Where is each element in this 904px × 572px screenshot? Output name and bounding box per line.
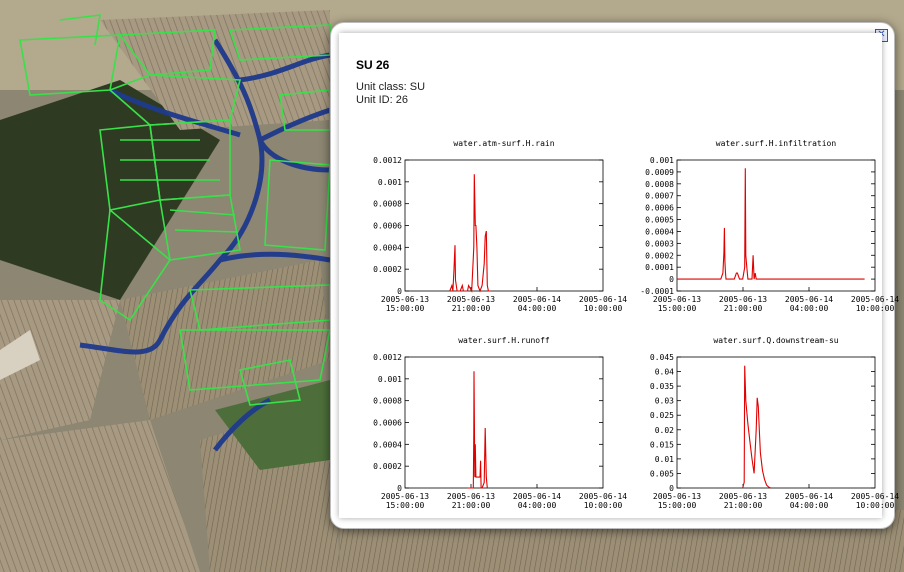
x-tick-label-time: 21:00:00 — [724, 501, 763, 510]
y-tick-label: 0.0002 — [373, 265, 402, 274]
x-tick-label-date: 2005-06-14 — [851, 492, 899, 501]
y-tick-label: -0.0001 — [640, 287, 674, 296]
y-tick-label: 0.0012 — [373, 353, 402, 362]
x-tick-label-time: 10:00:00 — [584, 501, 623, 510]
chart-title: water.surf.Q.downstream-su — [713, 336, 838, 345]
y-tick-label: 0.04 — [655, 368, 674, 377]
x-tick-label-time: 04:00:00 — [518, 304, 557, 313]
popup-content: SU 26 Unit class: SU Unit ID: 26 water.a… — [339, 33, 899, 518]
y-tick-label: 0.0004 — [645, 227, 674, 236]
y-tick-label: 0 — [669, 484, 674, 493]
y-tick-label: 0.0004 — [373, 440, 402, 449]
y-tick-label: 0.0006 — [373, 222, 402, 231]
x-tick-label-date: 2005-06-13 — [653, 492, 701, 501]
y-tick-label: 0.03 — [655, 397, 674, 406]
unit-class-text: Unit class: SU — [356, 81, 426, 93]
x-tick-label-time: 15:00:00 — [386, 304, 425, 313]
x-tick-label-time: 15:00:00 — [658, 304, 697, 313]
x-tick-label-date: 2005-06-13 — [719, 295, 767, 304]
plot-frame — [404, 159, 604, 292]
y-tick-label: 0.0008 — [645, 180, 674, 189]
y-tick-label: 0.0012 — [373, 156, 402, 165]
chart-rain: water.atm-surf.H.rain 0 0.0002 0.0004 0.0006… — [345, 138, 627, 313]
y-tick-label: 0.0001 — [645, 263, 674, 272]
x-tick-label-date: 2005-06-14 — [851, 295, 899, 304]
y-tick-label: 0.0009 — [645, 168, 674, 177]
x-tick-label-time: 04:00:00 — [518, 501, 557, 510]
x-tick-label-date: 2005-06-13 — [719, 492, 767, 501]
y-tick-label: 0.0003 — [645, 239, 674, 248]
series-line — [449, 174, 491, 293]
x-tick-label-date: 2005-06-13 — [447, 295, 495, 304]
y-tick-label: 0 — [397, 287, 402, 296]
chart-downstream: water.surf.Q.downstream-su 0 0.005 0.01 0.01… — [617, 335, 899, 510]
x-tick-label-time: 10:00:00 — [856, 501, 895, 510]
y-tick-label: 0.01 — [655, 455, 674, 464]
x-tick-label-time: 04:00:00 — [790, 304, 829, 313]
chart-title: water.surf.H.infiltration — [716, 139, 837, 148]
y-tick-label: 0.0007 — [645, 192, 674, 201]
y-tick-label: 0.0008 — [373, 397, 402, 406]
x-tick-label-time: 10:00:00 — [584, 304, 623, 313]
y-tick-label: 0.001 — [650, 156, 674, 165]
popup-title: SU 26 — [356, 58, 390, 72]
x-tick-label-date: 2005-06-13 — [447, 492, 495, 501]
chart-title: water.atm-surf.H.rain — [453, 139, 554, 148]
chart-title: water.surf.H.runoff — [458, 336, 550, 345]
x-tick-label-date: 2005-06-14 — [579, 492, 627, 501]
y-tick-label: 0.0006 — [373, 419, 402, 428]
x-tick-label-time: 21:00:00 — [452, 501, 491, 510]
y-tick-label: 0.001 — [378, 375, 402, 384]
plot-frame — [676, 159, 876, 292]
y-tick-label: 0.0005 — [645, 216, 674, 225]
y-tick-label: 0.001 — [378, 178, 402, 187]
x-tick-label-date: 2005-06-13 — [653, 295, 701, 304]
x-tick-label-time: 21:00:00 — [724, 304, 763, 313]
y-tick-label: 0.0006 — [645, 204, 674, 213]
info-popup: ✕ SU 26 Unit class: SU Unit ID: 26 water… — [330, 22, 899, 529]
unit-id-text: Unit ID: 26 — [356, 94, 408, 106]
series-line — [467, 371, 488, 489]
x-tick-label-date: 2005-06-14 — [579, 295, 627, 304]
x-tick-label-time: 15:00:00 — [658, 501, 697, 510]
plot-frame — [676, 356, 876, 489]
y-tick-label: 0.005 — [650, 469, 674, 478]
y-tick-label: 0.015 — [650, 440, 674, 449]
x-tick-label-date: 2005-06-14 — [513, 295, 561, 304]
y-tick-label: 0.0002 — [373, 462, 402, 471]
y-tick-label: 0.035 — [650, 382, 674, 391]
y-tick-label: 0.02 — [655, 426, 674, 435]
x-tick-label-date: 2005-06-13 — [381, 492, 429, 501]
y-tick-label: 0.025 — [650, 411, 674, 420]
plot-frame — [404, 356, 604, 489]
series-line — [742, 365, 772, 489]
y-tick-label: 0 — [669, 275, 674, 284]
x-tick-label-time: 10:00:00 — [856, 304, 895, 313]
x-tick-label-date: 2005-06-14 — [785, 492, 833, 501]
series-line — [677, 168, 865, 280]
chart-infiltration: water.surf.H.infiltration -0.0001 0 0.0001 0… — [617, 138, 899, 313]
y-tick-label: 0.045 — [650, 353, 674, 362]
y-tick-label: 0 — [397, 484, 402, 493]
y-tick-label: 0.0002 — [645, 251, 674, 260]
y-tick-label: 0.0004 — [373, 243, 402, 252]
x-tick-label-time: 04:00:00 — [790, 501, 829, 510]
x-tick-label-time: 21:00:00 — [452, 304, 491, 313]
x-tick-label-date: 2005-06-13 — [381, 295, 429, 304]
chart-runoff: water.surf.H.runoff 0 0.0002 0.0004 0.0006 0.… — [345, 335, 627, 510]
x-tick-label-date: 2005-06-14 — [513, 492, 561, 501]
y-tick-label: 0.0008 — [373, 200, 402, 209]
x-tick-label-date: 2005-06-14 — [785, 295, 833, 304]
x-tick-label-time: 15:00:00 — [386, 501, 425, 510]
